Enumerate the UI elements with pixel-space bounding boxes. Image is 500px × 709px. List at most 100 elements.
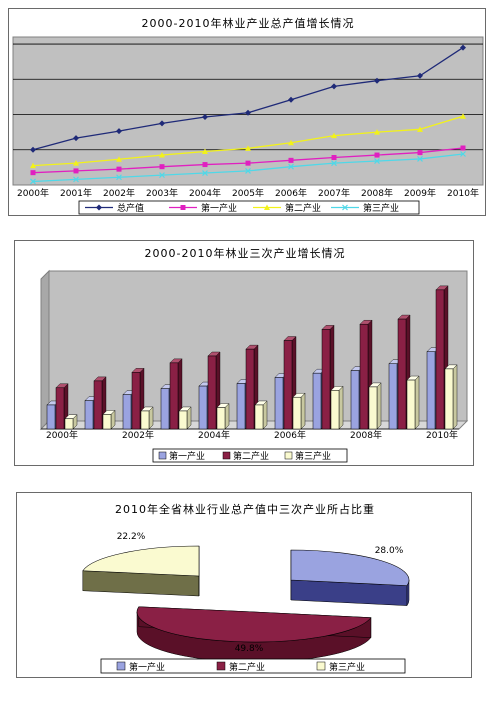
bar-3: [444, 368, 454, 430]
bar-3: [406, 379, 416, 430]
line-point: [331, 160, 337, 167]
pie-chart-panel: 2010年全省林业行业总产值中三次产业所占比重 28.0% 49.8% 22.2% 第…: [16, 492, 472, 678]
bar-legend-label: 第一产业: [169, 450, 205, 462]
line-point: [374, 152, 380, 158]
pie-slice-3: [82, 545, 200, 577]
line-x-tick-label: 2006年: [275, 187, 307, 199]
line-point: [417, 72, 423, 79]
bar-2: [321, 329, 331, 430]
line-x-tick-label: 2010年: [447, 187, 479, 199]
bar-1: [46, 404, 56, 430]
bar-3: [178, 410, 188, 430]
line-point: [116, 156, 122, 162]
line-point: [417, 155, 423, 162]
line-point: [417, 126, 423, 132]
bar-1: [312, 372, 322, 430]
line-point: [73, 135, 79, 142]
pie-legend: [100, 658, 406, 674]
bar-chart: 2000-2010年林业三次产业增长情况 2000年 2002年 2004年 2006…: [39, 246, 469, 463]
pie-slice-2: [136, 606, 372, 643]
line-point: [116, 128, 122, 135]
line-point: [73, 168, 79, 174]
pie-legend-swatch: [216, 661, 226, 671]
bar-2: [93, 380, 103, 430]
line-point: [202, 113, 208, 120]
bar-legend-swatch: [284, 451, 293, 460]
line-point: [460, 113, 466, 119]
bar-x-tick-label: 2000年: [46, 429, 78, 441]
line-legend-label: 第一产业: [201, 202, 237, 214]
line-x-tick-label: 2004年: [189, 187, 221, 199]
line-point: [331, 83, 337, 90]
bar-1: [236, 383, 246, 430]
bar-3: [330, 390, 340, 430]
bar-2: [55, 387, 65, 430]
line-legend-marker: [96, 204, 102, 211]
bar-legend-swatch: [222, 451, 231, 460]
bar-1: [160, 388, 170, 430]
bar-legend-swatch: [158, 451, 167, 460]
line-point: [288, 163, 294, 170]
line-point: [460, 44, 466, 51]
line-chart: 2000-2010年林业产业总产值增长情况 2000年 2001年 2002年 200…: [12, 16, 484, 215]
pie-value-label: 49.8%: [235, 644, 264, 654]
bar-chart-panel: 2000-2010年林业三次产业增长情况 2000年 2002年 2004年 2006…: [14, 240, 474, 466]
line-x-tick-label: 2009年: [404, 187, 436, 199]
bar-x-tick-label: 2008年: [350, 429, 382, 441]
line-point: [331, 155, 337, 161]
line-point: [288, 157, 294, 163]
bar-2: [245, 348, 255, 430]
bar-1: [122, 394, 132, 430]
line-point: [374, 129, 380, 135]
bar-3: [140, 410, 150, 430]
line-point: [245, 167, 251, 174]
bar-2: [207, 355, 217, 430]
bar-side: [452, 364, 458, 430]
bar-2: [169, 362, 179, 430]
bar-legend: [152, 448, 348, 463]
bar-side: [376, 382, 382, 430]
line-x-tick-label: 2008年: [361, 187, 393, 199]
line-point: [159, 164, 165, 170]
line-chart-title: 2000-2010年林业产业总产值增长情况: [142, 16, 355, 30]
bar-side: [338, 385, 344, 430]
line-point: [116, 174, 122, 181]
line-x-tick-label: 2000年: [17, 187, 49, 199]
bar-legend-label: 第三产业: [295, 450, 331, 462]
bar-x-tick-label: 2002年: [122, 429, 154, 441]
line-point: [245, 145, 251, 151]
bar-chart-title: 2000-2010年林业三次产业增长情况: [145, 246, 346, 260]
line-legend-label: 第二产业: [285, 202, 321, 214]
line-x-tick-label: 2005年: [232, 187, 264, 199]
line-point: [460, 145, 466, 151]
bar-2: [397, 318, 407, 430]
bar-x-tick-label: 2004年: [198, 429, 230, 441]
bar-1: [198, 385, 208, 430]
pie-legend-label: 第三产业: [329, 661, 365, 673]
line-point: [374, 158, 380, 164]
line-legend-marker: [342, 204, 348, 211]
bar-side: [300, 392, 306, 430]
line-legend-marker: [264, 204, 270, 210]
bar-3: [254, 404, 264, 430]
line-x-tick-label: 2007年: [318, 187, 350, 199]
bar-side: [414, 375, 420, 430]
bar-2: [435, 289, 445, 430]
bar-2: [359, 323, 369, 430]
bar-legend-label: 第二产业: [233, 450, 269, 462]
pie-legend-swatch: [316, 661, 326, 671]
line-legend-label: 第三产业: [363, 202, 399, 214]
bar-1: [274, 377, 284, 430]
line-point: [73, 176, 79, 183]
line-point: [288, 139, 294, 146]
line-point: [30, 178, 36, 185]
pie-chart-title: 2010年全省林业行业总产值中三次产业所占比重: [115, 502, 375, 516]
line-point: [159, 172, 165, 179]
line-point: [202, 170, 208, 176]
line-point: [30, 170, 36, 176]
pie-value-label: 22.2%: [117, 532, 146, 542]
bar-x-tick-label: 2010年: [426, 429, 458, 441]
bar-3: [292, 396, 302, 430]
line-x-tick-label: 2001年: [60, 187, 92, 199]
bar-side: [262, 400, 268, 430]
